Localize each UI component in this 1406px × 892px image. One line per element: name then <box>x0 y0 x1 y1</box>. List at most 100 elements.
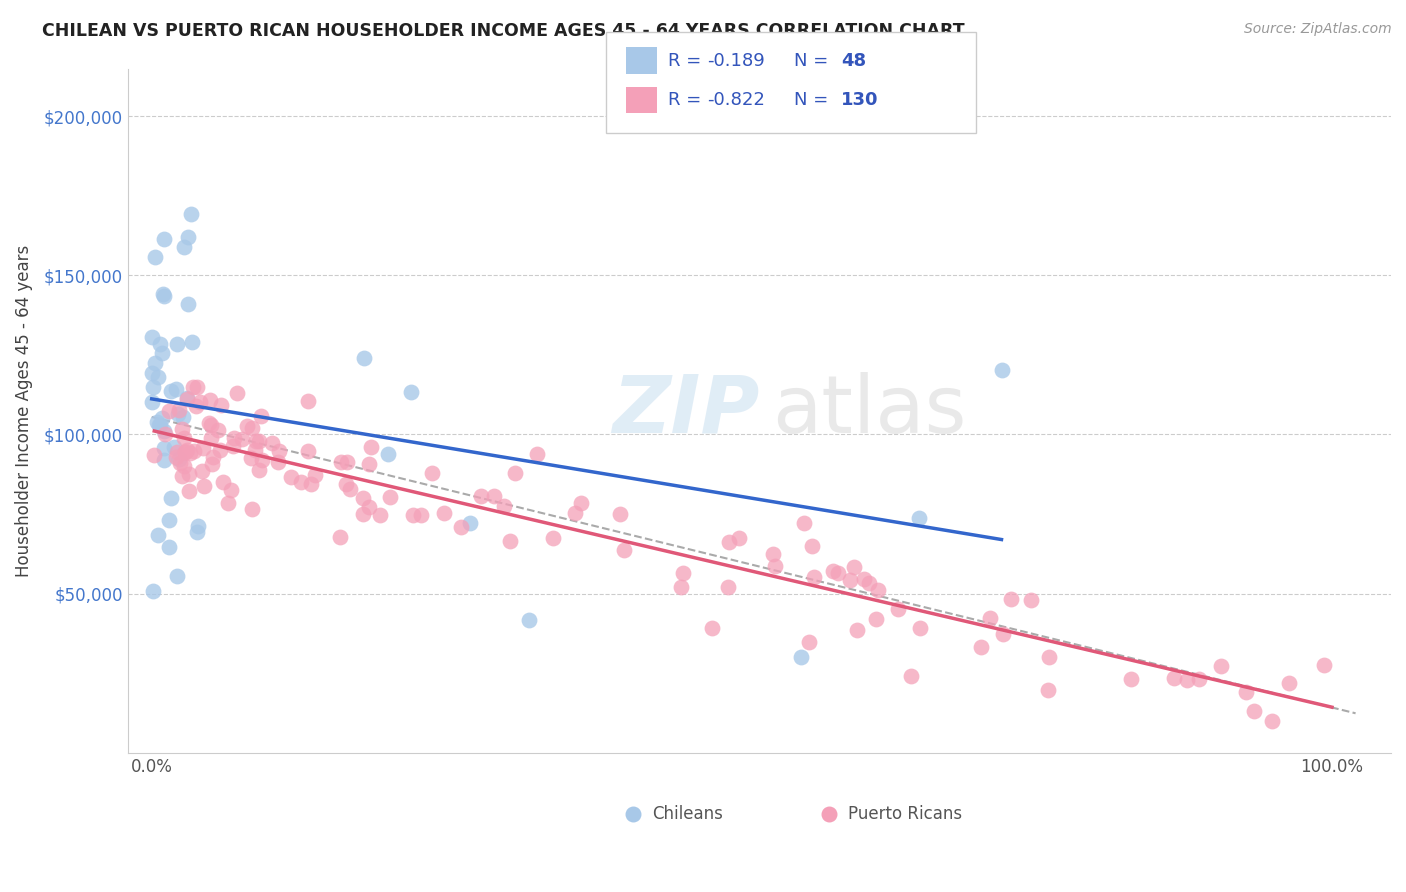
Point <box>141 366 163 380</box>
Text: atlas: atlas <box>772 372 966 450</box>
Point <box>186 400 208 414</box>
Point <box>433 506 456 520</box>
Point <box>330 455 353 469</box>
Point <box>482 489 505 503</box>
Point <box>212 475 235 489</box>
Point <box>821 564 844 578</box>
Point <box>420 467 443 481</box>
Point <box>179 446 201 460</box>
Text: CHILEAN VS PUERTO RICAN HOUSEHOLDER INCOME AGES 45 - 64 YEARS CORRELATION CHART: CHILEAN VS PUERTO RICAN HOUSEHOLDER INCO… <box>42 22 965 40</box>
Text: N =: N = <box>794 91 828 109</box>
Point <box>290 475 312 489</box>
Point <box>336 455 359 469</box>
Point <box>146 416 169 430</box>
Point <box>613 543 636 558</box>
Point <box>299 476 322 491</box>
Point <box>173 458 195 473</box>
Point <box>176 442 198 457</box>
Text: -0.822: -0.822 <box>707 91 765 109</box>
Point <box>222 439 245 453</box>
Point <box>970 640 993 654</box>
Point <box>339 482 361 496</box>
Point <box>519 614 541 628</box>
Point <box>142 380 165 394</box>
Point <box>225 386 247 401</box>
Point <box>1261 714 1284 728</box>
Point <box>1243 704 1265 718</box>
Point <box>377 447 399 461</box>
Point <box>671 580 693 594</box>
Point <box>186 525 208 540</box>
Point <box>217 496 239 510</box>
Point <box>352 508 374 522</box>
Point <box>717 580 740 594</box>
Point <box>207 423 229 437</box>
Point <box>160 384 183 398</box>
Point <box>1187 672 1209 686</box>
Point <box>198 416 221 430</box>
Point <box>900 669 922 683</box>
Point <box>141 330 163 344</box>
Point <box>157 404 180 418</box>
Point <box>143 250 166 264</box>
Point <box>153 427 176 442</box>
Point <box>180 207 202 221</box>
Point <box>152 286 174 301</box>
Point <box>460 516 482 530</box>
Point <box>149 336 172 351</box>
Point <box>865 612 887 626</box>
Point <box>172 409 194 424</box>
Text: 130: 130 <box>841 91 879 109</box>
Point <box>845 623 868 637</box>
Point <box>672 566 695 580</box>
Point <box>166 337 188 351</box>
Point <box>1211 659 1233 673</box>
Point <box>183 444 205 458</box>
Point <box>1019 593 1042 607</box>
Point <box>1313 657 1336 672</box>
Point <box>174 445 197 459</box>
Point <box>247 463 270 477</box>
Point <box>801 539 824 553</box>
Point <box>157 513 180 527</box>
Point <box>141 395 163 409</box>
Text: Puerto Ricans: Puerto Ricans <box>848 805 962 823</box>
Point <box>166 569 188 583</box>
Point <box>1278 676 1301 690</box>
Point <box>173 430 195 444</box>
Point <box>150 345 173 359</box>
Point <box>990 363 1012 377</box>
Text: 48: 48 <box>841 52 866 70</box>
Point <box>357 500 380 514</box>
Point <box>153 442 176 456</box>
Point <box>866 583 889 598</box>
Point <box>200 430 222 444</box>
Point <box>762 547 785 561</box>
Point <box>1175 673 1198 688</box>
Point <box>352 491 374 505</box>
Text: Source: ZipAtlas.com: Source: ZipAtlas.com <box>1244 22 1392 37</box>
Point <box>450 520 472 534</box>
Point <box>240 420 263 434</box>
Point <box>231 432 253 446</box>
Point <box>304 468 326 483</box>
Point <box>177 467 200 481</box>
Point <box>803 570 825 584</box>
Point <box>839 573 862 587</box>
Point <box>176 392 198 406</box>
Point <box>250 453 273 467</box>
Point <box>177 483 200 498</box>
Point <box>236 419 259 434</box>
Text: ZIP: ZIP <box>612 372 759 450</box>
Point <box>702 621 724 635</box>
Point <box>165 450 187 464</box>
Point <box>979 611 1001 625</box>
Point <box>569 496 592 510</box>
Text: N =: N = <box>794 52 828 70</box>
Point <box>1000 591 1022 606</box>
Point <box>245 442 267 457</box>
Point <box>249 409 271 423</box>
Point <box>245 434 267 448</box>
Point <box>153 424 176 438</box>
Point <box>1119 672 1142 686</box>
